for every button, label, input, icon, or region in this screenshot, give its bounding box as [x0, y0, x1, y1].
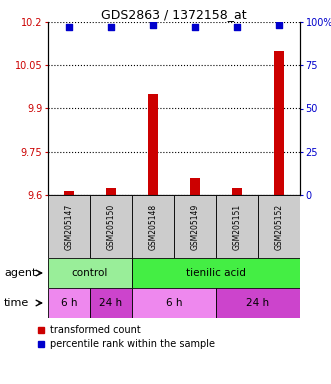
- Text: tienilic acid: tienilic acid: [186, 268, 246, 278]
- Text: transformed count: transformed count: [50, 325, 141, 335]
- Point: [108, 24, 114, 30]
- Text: GSM205151: GSM205151: [232, 204, 242, 250]
- Bar: [216, 195, 258, 258]
- Point: [276, 22, 282, 28]
- Bar: [64, 191, 74, 195]
- Text: control: control: [72, 268, 108, 278]
- Bar: [48, 288, 90, 318]
- Bar: [48, 258, 132, 288]
- Bar: [90, 195, 132, 258]
- Text: GSM205148: GSM205148: [149, 204, 158, 250]
- Text: percentile rank within the sample: percentile rank within the sample: [50, 339, 215, 349]
- Text: GSM205150: GSM205150: [107, 204, 116, 250]
- Title: GDS2863 / 1372158_at: GDS2863 / 1372158_at: [101, 8, 247, 21]
- Bar: [148, 94, 158, 195]
- Text: GSM205152: GSM205152: [274, 204, 283, 250]
- Text: 24 h: 24 h: [247, 298, 269, 308]
- Bar: [190, 178, 200, 195]
- Bar: [132, 258, 300, 288]
- Text: 6 h: 6 h: [61, 298, 77, 308]
- Bar: [132, 288, 216, 318]
- Bar: [216, 288, 300, 318]
- Bar: [274, 51, 284, 195]
- Text: 6 h: 6 h: [166, 298, 182, 308]
- Bar: [258, 195, 300, 258]
- Text: GSM205147: GSM205147: [65, 204, 73, 250]
- Bar: [90, 288, 132, 318]
- Bar: [232, 188, 242, 195]
- Bar: [48, 195, 90, 258]
- Point: [192, 24, 198, 30]
- Point: [150, 22, 156, 28]
- Point: [234, 24, 240, 30]
- Text: GSM205149: GSM205149: [191, 204, 200, 250]
- Text: time: time: [4, 298, 29, 308]
- Text: 24 h: 24 h: [99, 298, 122, 308]
- Bar: [174, 195, 216, 258]
- Bar: [132, 195, 174, 258]
- Text: agent: agent: [4, 268, 36, 278]
- Bar: [106, 188, 116, 195]
- Point: [66, 24, 71, 30]
